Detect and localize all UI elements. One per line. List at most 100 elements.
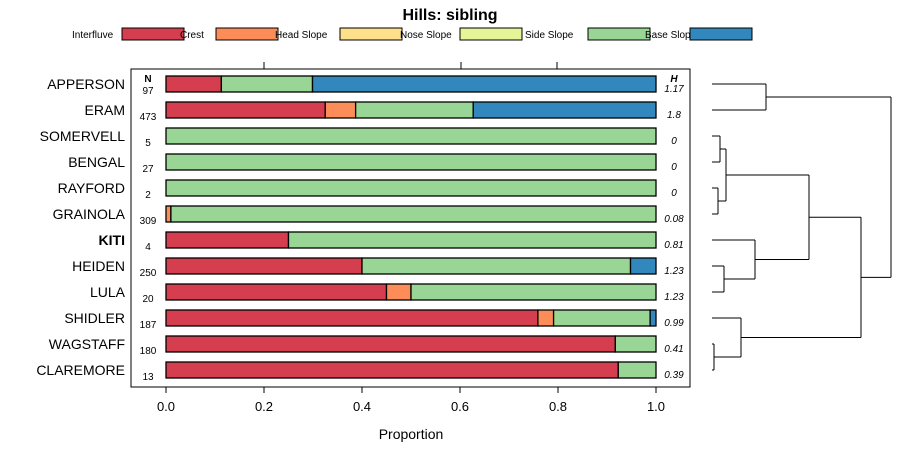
bar-segment: [220, 75, 314, 93]
bar-segment: [472, 101, 657, 119]
row-n: 309: [140, 216, 157, 227]
row-label: LULA: [90, 284, 126, 300]
row: SOMERVELL 5 0: [40, 127, 677, 149]
row: GRAINOLA 309 0.08: [53, 205, 684, 227]
row-label: RAYFORD: [58, 180, 125, 196]
x-tick-label: 0.6: [451, 399, 469, 414]
row-h: 0: [671, 162, 677, 173]
legend-swatch: [587, 27, 651, 41]
bar-segment: [165, 127, 657, 145]
legend-label: Side Slope: [525, 30, 574, 41]
row-label: BENGAL: [68, 154, 125, 170]
bar-segment: [629, 257, 657, 275]
bar-segment: [385, 283, 412, 301]
row-h: 0: [671, 188, 677, 199]
h-header: H: [670, 74, 678, 85]
chart-title: Hills: sibling: [402, 7, 497, 24]
row-h: 0.41: [664, 344, 683, 355]
row-n: 2: [145, 190, 151, 201]
dendrogram: [712, 83, 892, 371]
row: APPERSON 97 1.17: [47, 75, 684, 97]
row-n: 5: [145, 138, 151, 149]
legend-label: Crest: [180, 30, 204, 41]
row-n: 250: [140, 268, 157, 279]
row-label: WAGSTAFF: [49, 336, 125, 352]
row-h: 0.08: [664, 214, 684, 225]
legend-swatch: [339, 27, 403, 41]
row-h: 0.39: [664, 370, 684, 381]
row-n: 27: [142, 164, 154, 175]
row: WAGSTAFF 180 0.41: [49, 335, 684, 357]
row-n: 20: [142, 294, 154, 305]
bar-segment: [287, 231, 657, 249]
legend-item: Side Slope: [525, 27, 651, 41]
row: HEIDEN 250 1.23: [72, 257, 684, 279]
x-tick-label: 0.4: [353, 399, 371, 414]
bar-segment: [165, 153, 657, 171]
row-label: APPERSON: [47, 76, 125, 92]
bar-segment: [617, 361, 657, 379]
row-n: 473: [140, 112, 157, 123]
legend-swatch: [121, 27, 185, 41]
bar-segment: [165, 179, 657, 197]
bar-segment: [165, 283, 388, 301]
row-label: CLAREMORE: [36, 362, 125, 378]
row-label: GRAINOLA: [53, 206, 126, 222]
row-h: 0.99: [664, 318, 684, 329]
bar-segment: [649, 309, 657, 327]
row: LULA 20 1.23: [90, 283, 684, 305]
legend-swatch: [459, 27, 523, 41]
x-axis: 0.0 0.2 0.4 0.6 0.8 1.0: [157, 62, 665, 414]
row-n: 180: [140, 346, 157, 357]
legend-item: Head Slope: [275, 27, 403, 41]
row-n: 4: [145, 242, 151, 253]
row-label: ERAM: [85, 102, 125, 118]
bar-segment: [410, 283, 657, 301]
row-h: 1.23: [664, 292, 684, 303]
bar-segment: [170, 205, 657, 223]
row: KITI 4 0.81: [99, 231, 684, 253]
bar-segment: [324, 101, 357, 119]
bar-segment: [165, 257, 363, 275]
bar-segment: [537, 309, 555, 327]
row: CLAREMORE 13 0.39: [36, 361, 684, 383]
bar-segment: [354, 101, 474, 119]
bar-segment: [311, 75, 657, 93]
bar-segment: [552, 309, 651, 327]
row-n: 13: [142, 372, 154, 383]
row-h: 0.81: [664, 240, 683, 251]
bar-segment: [165, 205, 172, 223]
plot-frame: [130, 68, 691, 388]
row-h: 1.23: [664, 266, 684, 277]
legend-item: Crest: [180, 27, 279, 41]
n-header: N: [144, 74, 151, 85]
row: BENGAL 27 0: [68, 153, 677, 175]
bar-segment: [165, 101, 326, 119]
row-h: 1.17: [664, 84, 684, 95]
row-h: 1.8: [667, 110, 681, 121]
bar-segment: [165, 309, 539, 327]
row: RAYFORD 2 0: [58, 179, 677, 201]
legend-label: Head Slope: [275, 30, 328, 41]
row-label: SHIDLER: [64, 310, 125, 326]
legend-item: Interfluve: [72, 27, 185, 41]
x-tick-label: 0.0: [157, 399, 175, 414]
x-tick-label: 1.0: [647, 399, 665, 414]
x-tick-label: 0.2: [255, 399, 273, 414]
legend: Interfluve Crest Head Slope Nose Slope Side …: [72, 27, 753, 41]
row-label: SOMERVELL: [40, 128, 126, 144]
row-h: 0: [671, 136, 677, 147]
legend-swatch: [215, 27, 279, 41]
legend-item: Nose Slope: [400, 27, 523, 41]
legend-label: Nose Slope: [400, 30, 452, 41]
row: ERAM 473 1.8: [85, 101, 681, 123]
row: SHIDLER 187 0.99: [64, 309, 684, 331]
legend-label: Base Slope: [645, 30, 697, 41]
legend-item: Base Slope: [645, 27, 753, 41]
legend-swatch: [689, 27, 753, 41]
bar-segment: [165, 75, 223, 93]
row-n: 187: [140, 320, 157, 331]
bar-segment: [165, 361, 619, 379]
bar-segment: [361, 257, 632, 275]
